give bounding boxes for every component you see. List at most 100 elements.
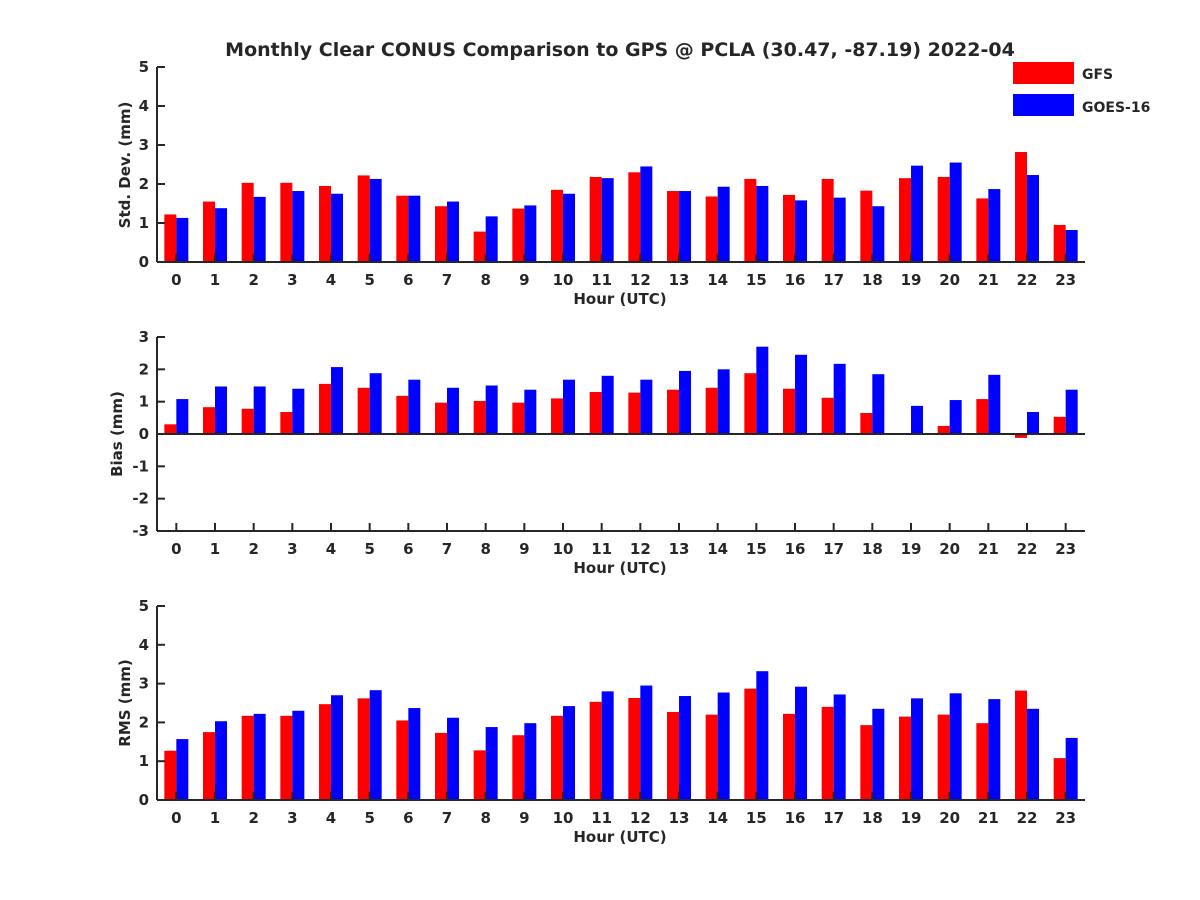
rms-bar-goes16-21 <box>988 699 1001 800</box>
stddev-bar-goes16-16 <box>795 200 807 262</box>
stddev-xtick-label: 9 <box>519 271 529 289</box>
stddev-bar-goes16-14 <box>717 186 730 262</box>
stddev-bar-goes16-13 <box>679 191 691 262</box>
bias-bar-goes16-16 <box>795 354 807 434</box>
bias-bar-goes16-13 <box>679 370 691 434</box>
stddev-xtick-label: 16 <box>785 271 806 289</box>
bias-xtick-label: 19 <box>901 540 922 558</box>
stddev-bar-gfs-4 <box>319 185 331 262</box>
bias-xtick-label: 18 <box>862 540 883 558</box>
bias-bar-goes16-9 <box>524 389 537 434</box>
stddev-xtick-label: 3 <box>287 271 297 289</box>
stddev-bar-gfs-20 <box>937 176 950 262</box>
bias-xtick-label: 20 <box>939 540 960 558</box>
stddev-bar-goes16-9 <box>524 205 537 262</box>
stddev-bar-gfs-7 <box>435 206 447 262</box>
bias-bar-goes16-15 <box>756 346 769 434</box>
bias-ytick-label: 2 <box>139 360 149 378</box>
bias-bar-gfs-2 <box>241 408 254 434</box>
rms-bar-goes16-13 <box>679 696 691 800</box>
bias-bar-goes16-23 <box>1065 389 1078 434</box>
stddev-xtick-label: 18 <box>862 271 883 289</box>
bias-bar-goes16-0 <box>176 399 189 434</box>
bias-bar-goes16-22 <box>1027 412 1039 434</box>
rms-bar-gfs-20 <box>937 714 950 800</box>
rms-bar-gfs-7 <box>435 732 447 800</box>
stddev-xtick-label: 14 <box>707 271 728 289</box>
rms-bar-gfs-10 <box>551 715 563 800</box>
stddev-bar-goes16-19 <box>911 165 923 262</box>
rms-xtick-label: 23 <box>1055 809 1076 827</box>
rms-bar-gfs-12 <box>628 697 641 800</box>
bias-bar-gfs-3 <box>280 412 293 434</box>
rms-bar-gfs-19 <box>899 716 911 800</box>
rms-bar-goes16-15 <box>756 671 769 800</box>
stddev-xtick-label: 22 <box>1017 271 1038 289</box>
rms-ytick-label: 5 <box>139 597 149 615</box>
stddev-bar-gfs-19 <box>899 178 911 262</box>
bias-bar-goes16-21 <box>988 374 1001 434</box>
stddev-ytick-label: 5 <box>139 58 149 76</box>
stddev-bar-gfs-5 <box>357 175 370 262</box>
bias-bar-goes16-17 <box>833 363 846 434</box>
rms-bar-gfs-15 <box>744 688 757 800</box>
legend-label-goes16: GOES-16 <box>1082 100 1150 116</box>
rms-xtick-label: 1 <box>210 809 220 827</box>
bias-xtick-label: 7 <box>442 540 452 558</box>
stddev-xtick-label: 20 <box>939 271 960 289</box>
rms-xtick-label: 15 <box>746 809 767 827</box>
bias-xtick-label: 15 <box>746 540 767 558</box>
stddev-bar-gfs-22 <box>1015 152 1027 262</box>
stddev-xtick-label: 2 <box>248 271 258 289</box>
rms-bar-goes16-10 <box>563 706 575 800</box>
stddev-bar-goes16-15 <box>756 185 769 262</box>
bias-bar-gfs-6 <box>396 395 409 434</box>
rms-xtick-label: 11 <box>591 809 612 827</box>
bias-ytick-label: -2 <box>132 490 149 508</box>
bias-bar-gfs-11 <box>589 391 602 434</box>
bias-xtick-label: 22 <box>1017 540 1038 558</box>
legend-label-gfs: GFS <box>1082 67 1113 83</box>
bias-bar-gfs-5 <box>357 387 370 434</box>
stddev-bar-gfs-13 <box>667 191 679 262</box>
rms-bar-gfs-17 <box>821 706 834 800</box>
bias-xtick-label: 9 <box>519 540 529 558</box>
stddev-bar-gfs-14 <box>705 196 718 262</box>
rms-bar-gfs-23 <box>1053 758 1066 800</box>
stddev-xtick-label: 11 <box>591 271 612 289</box>
bias-bar-goes16-20 <box>949 400 962 434</box>
rms-xtick-label: 5 <box>364 809 374 827</box>
rms-bar-goes16-12 <box>640 685 653 800</box>
bias-bar-gfs-9 <box>512 402 525 434</box>
bias-bar-goes16-19 <box>911 405 923 434</box>
rms-ylabel: RMS (mm) <box>116 659 134 746</box>
legend: GFS GOES-16 <box>1013 62 1150 116</box>
bias-xtick-label: 0 <box>171 540 181 558</box>
rms-bar-goes16-8 <box>485 727 498 800</box>
bias-bar-gfs-21 <box>976 399 989 434</box>
stddev-bar-gfs-10 <box>551 189 563 262</box>
rms-bar-goes16-3 <box>292 710 305 800</box>
stddev-xtick-label: 0 <box>171 271 181 289</box>
bias-bar-gfs-16 <box>783 388 795 434</box>
rms-bar-gfs-4 <box>319 704 331 800</box>
bias-xtick-label: 13 <box>669 540 690 558</box>
rms-bar-gfs-14 <box>705 714 718 800</box>
stddev-ytick-label: 4 <box>139 97 149 115</box>
stddev-xtick-label: 23 <box>1055 271 1076 289</box>
stddev-bar-goes16-12 <box>640 166 653 262</box>
bias-bar-gfs-1 <box>203 407 215 434</box>
rms-bar-goes16-20 <box>949 693 962 800</box>
rms-xtick-label: 8 <box>480 809 490 827</box>
stddev-xtick-label: 17 <box>823 271 844 289</box>
rms-bar-gfs-9 <box>512 735 525 800</box>
rms-bar-gfs-22 <box>1015 690 1027 800</box>
legend-swatch-goes16 <box>1013 94 1074 116</box>
bias-bar-goes16-5 <box>369 373 382 434</box>
bias-ytick-label: -1 <box>132 457 149 475</box>
stddev-bar-gfs-11 <box>589 176 602 262</box>
stddev-bar-gfs-8 <box>473 231 486 262</box>
rms-xtick-label: 2 <box>248 809 258 827</box>
rms-bar-goes16-18 <box>872 708 885 800</box>
